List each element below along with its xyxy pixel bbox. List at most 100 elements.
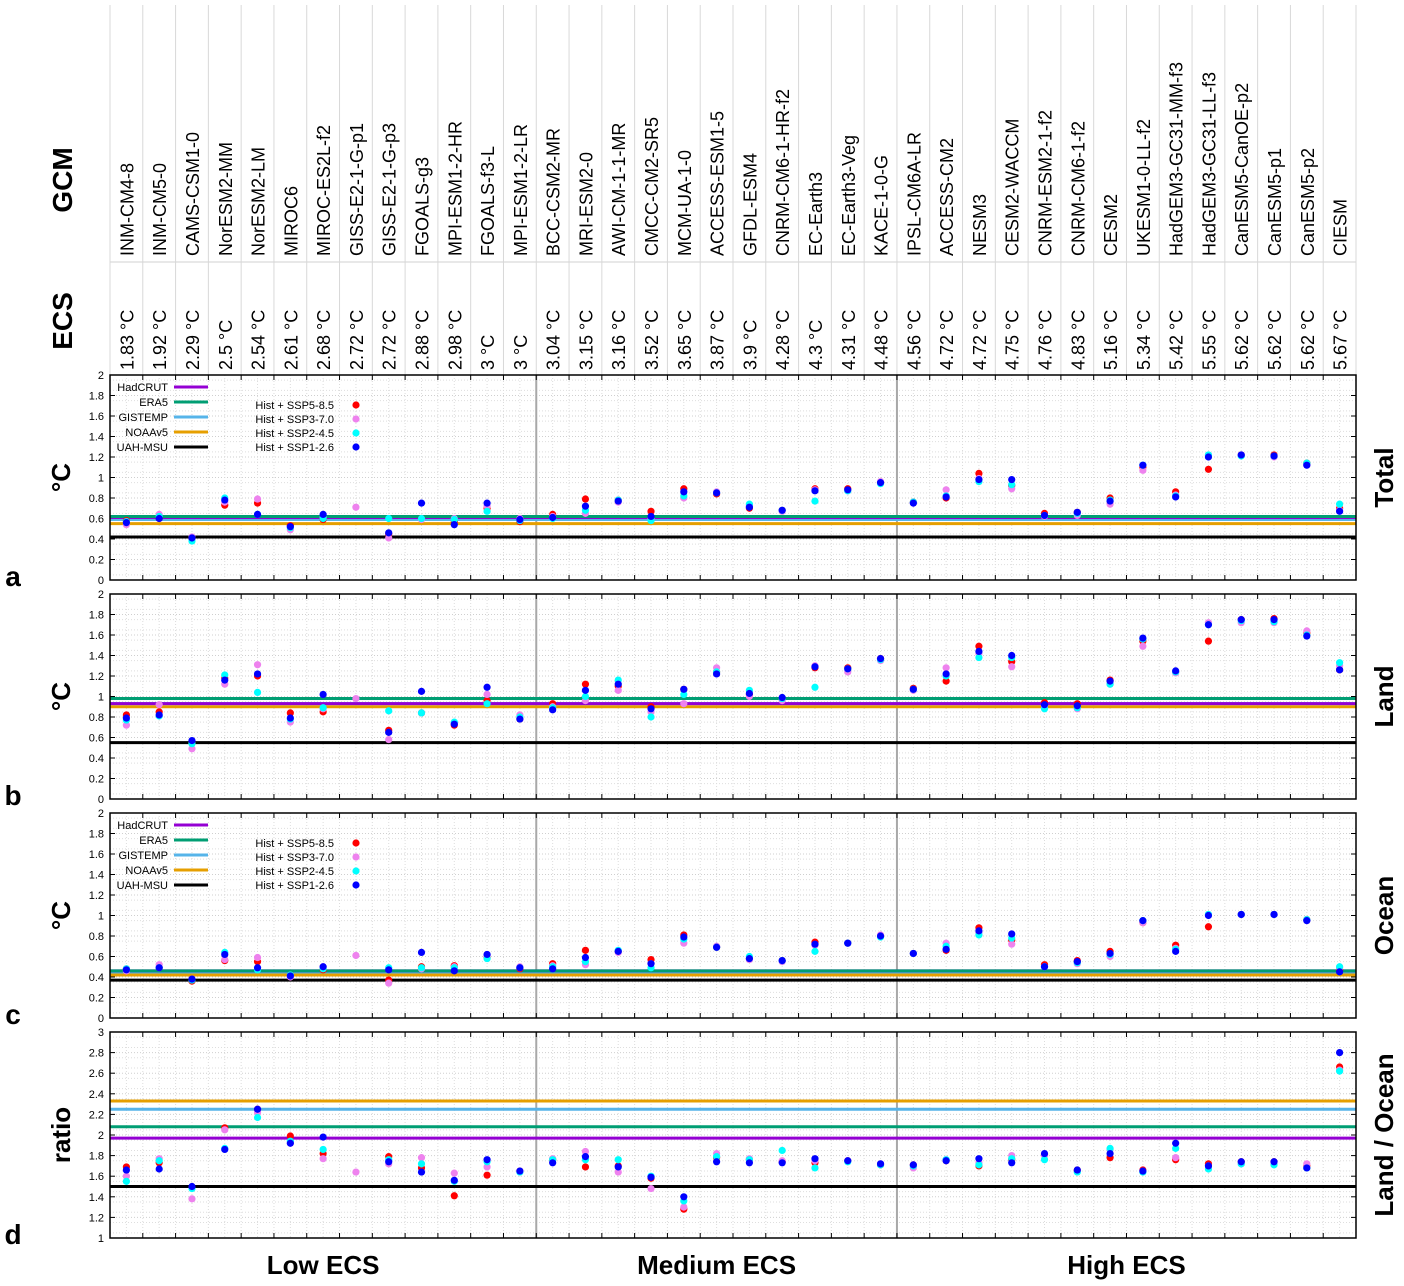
y-tick-label: 0.2 [89, 993, 104, 1005]
data-point [286, 523, 294, 531]
gcm-name-ipsl-cm6a-lr: IPSL-CM6A-LR [904, 132, 924, 256]
data-point [1270, 1158, 1278, 1166]
data-point [1040, 511, 1049, 520]
data-point [1204, 1162, 1213, 1170]
data-point [647, 960, 655, 968]
data-point [942, 677, 950, 685]
data-point [319, 1145, 327, 1154]
panel-frame [109, 593, 1357, 800]
data-point [811, 947, 819, 955]
data-point [122, 519, 130, 527]
gcm-name-kace-1-0-g: KACE-1-0-G [872, 155, 892, 256]
panel-c: 0 0.2 0.4 0.6 0.8 1 1.2 1.4 1.6 1.8 2 °C Ocean c HadCR… [5, 808, 1399, 1030]
data-point [483, 1171, 491, 1179]
gcm-name-access-esm1-5: ACCESS-ESM1-5 [708, 111, 728, 256]
legend-marker-hist-ssp2-4-5 [352, 867, 360, 875]
gcm-name-miroc-es2l-f2: MIROC-ES2L-f2 [314, 125, 334, 256]
gcm-name-mri-esm2-0: MRI-ESM2-0 [576, 152, 596, 256]
data-point [122, 1166, 130, 1174]
data-point [680, 700, 688, 708]
data-point [1172, 947, 1180, 955]
data-point [221, 1145, 229, 1154]
data-point [385, 514, 393, 523]
ecs-value: 3.87 °C [708, 310, 728, 370]
data-point [1073, 508, 1081, 516]
data-point [811, 1164, 819, 1172]
panel-side-label: Ocean [1369, 876, 1399, 956]
data-point [417, 1168, 426, 1176]
data-point [188, 736, 196, 745]
data-point [516, 515, 524, 524]
gcm-name-cnrm-esm2-1-f2: CNRM-ESM2-1-f2 [1036, 110, 1056, 256]
data-point [1106, 677, 1114, 685]
y-tick-label: 2.8 [89, 1048, 104, 1060]
ecs-value: 4.75 °C [1003, 310, 1023, 370]
data-point [844, 939, 852, 947]
data-point [909, 1161, 917, 1169]
series-hist-ssp2-4-5 [122, 1067, 1344, 1205]
data-point [155, 514, 163, 523]
data-point [1204, 621, 1213, 629]
data-point [647, 1173, 655, 1181]
data-point [417, 687, 426, 695]
data-point [1336, 963, 1344, 971]
data-point [1237, 451, 1245, 459]
data-point [581, 953, 590, 962]
data-point [450, 1176, 458, 1184]
data-point [647, 1184, 655, 1193]
y-axis-label: °C [46, 463, 76, 492]
panel-side-label: Total [1369, 447, 1399, 507]
y-tick-label: 2.2 [89, 1109, 104, 1121]
data-point [680, 690, 688, 699]
panel-letter: a [5, 561, 21, 592]
panel-frame [109, 1031, 1357, 1239]
gcm-name-miroc6: MIROC6 [281, 186, 301, 256]
panel-a: 0 0.2 0.4 0.6 0.8 1 1.2 1.4 1.6 1.8 2 °C Total a HadCR… [5, 370, 1399, 592]
legend-marker-hist-ssp1-2-6 [352, 443, 360, 451]
y-tick-label: 1.4 [89, 651, 104, 663]
panel-frame [109, 812, 1357, 1019]
ecs-value: 2.61 °C [281, 310, 301, 370]
y-tick-label: 0 [98, 1013, 104, 1025]
data-point [1106, 1149, 1114, 1158]
data-point [352, 503, 360, 511]
data-point [450, 967, 458, 975]
group-label-low-ecs: Low ECS [267, 1250, 380, 1280]
data-point [417, 1160, 426, 1168]
data-point [1008, 475, 1016, 484]
y-axis-label: °C [46, 901, 76, 930]
data-point [549, 1159, 557, 1167]
data-point [942, 486, 950, 494]
data-point [713, 1153, 721, 1161]
data-point [450, 515, 458, 524]
data-point [352, 694, 360, 703]
ecs-value: 2.5 °C [216, 320, 236, 370]
legend-marker-hist-ssp5-8-5 [352, 839, 360, 847]
data-point [1303, 632, 1311, 640]
ecs-axis-label: ECS [47, 292, 78, 350]
data-point [581, 495, 590, 503]
ecs-value: 5.34 °C [1134, 310, 1154, 370]
data-point [352, 1168, 360, 1176]
y-axis-label: ratio [46, 1107, 76, 1163]
gcm-name-mpi-esm1-2-hr: MPI-ESM1-2-HR [445, 121, 465, 256]
data-point [811, 487, 819, 495]
data-point [778, 1159, 786, 1167]
data-point [286, 1132, 294, 1140]
legend-label-hist-ssp2-4-5: Hist + SSP2-4.5 [255, 428, 334, 440]
legend-label-hist-ssp2-4-5: Hist + SSP2-4.5 [255, 866, 334, 878]
data-point [581, 946, 590, 954]
panel-d: 1 1.2 1.4 1.6 1.8 2 2.2 2.4 2.6 2.8 3 ratio Land / O… [4, 1027, 1399, 1250]
data-point [385, 534, 393, 542]
data-point [1073, 1166, 1081, 1174]
data-point [1303, 917, 1311, 925]
data-point [188, 534, 196, 542]
data-point [122, 1172, 130, 1180]
ecs-value: 1.92 °C [150, 310, 170, 370]
data-point [122, 714, 130, 722]
y-tick-label: 2.4 [89, 1089, 104, 1101]
legend-label-hist-ssp1-2-6: Hist + SSP1-2.6 [255, 880, 334, 892]
data-point [614, 1163, 622, 1171]
data-point [319, 690, 327, 699]
